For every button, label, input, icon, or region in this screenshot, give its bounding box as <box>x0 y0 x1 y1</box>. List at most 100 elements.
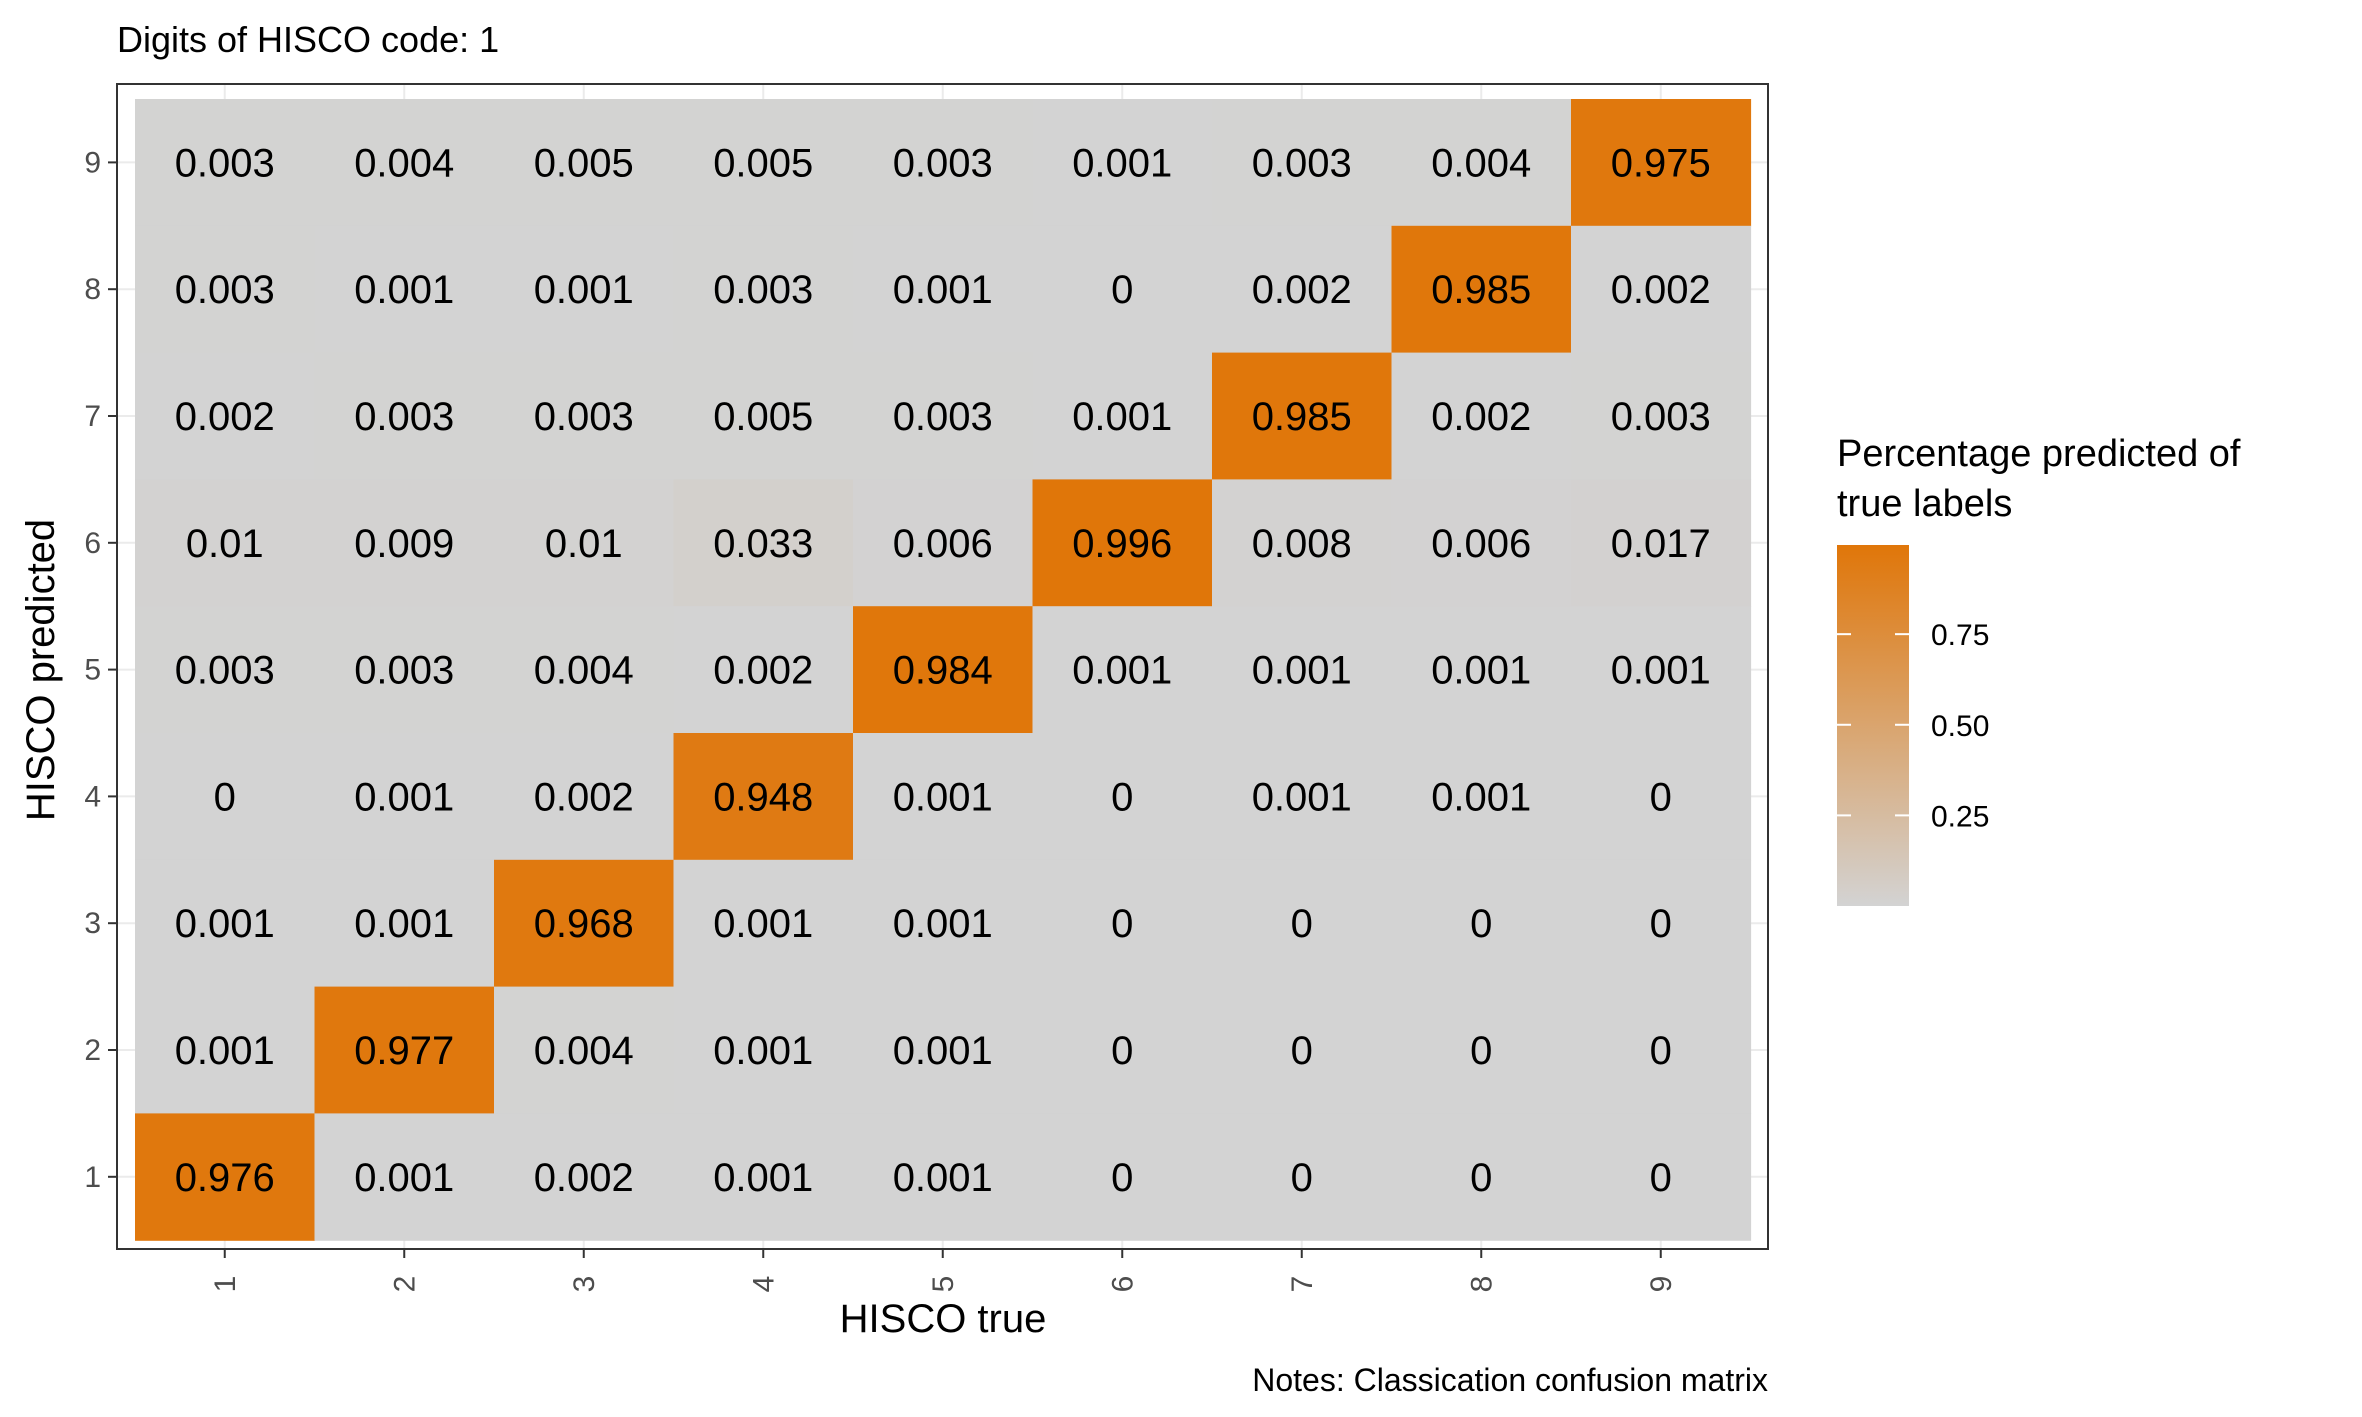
heatmap-cell <box>673 859 854 988</box>
cell-value-label: 0.005 <box>534 141 634 185</box>
heatmap-cell <box>1212 859 1393 988</box>
cell-value-label: 0.001 <box>175 1029 275 1073</box>
cell-value-label: 0.996 <box>1072 522 1172 566</box>
cell-value-label: 0 <box>1111 902 1133 946</box>
cell-value-label: 0 <box>1470 1029 1492 1073</box>
heatmap-cell <box>853 1113 1034 1241</box>
cell-value-label: 0.004 <box>354 141 454 185</box>
heatmap-cell <box>314 99 495 227</box>
cell-value-label: 0.001 <box>1252 649 1352 693</box>
cell-value-label: 0 <box>1470 902 1492 946</box>
heatmap-cell <box>314 606 495 734</box>
heatmap-cell <box>673 986 854 1114</box>
legend-tick-label: 0.25 <box>1931 800 1989 833</box>
cell-value-label: 0 <box>1111 1156 1133 1200</box>
cell-value-label: 0 <box>1111 775 1133 819</box>
heatmap-cell <box>1391 99 1572 227</box>
heatmap-cell <box>1571 606 1752 734</box>
cell-value-label: 0.001 <box>354 1156 454 1200</box>
cell-value-label: 0.01 <box>186 522 264 566</box>
y-tick-label: 6 <box>84 527 101 560</box>
x-tick-label: 2 <box>388 1276 421 1293</box>
heatmap-cell <box>1391 606 1572 734</box>
legend-ticks: 0.25 0.50 0.75 <box>1837 619 1989 833</box>
heatmap-cell <box>853 479 1034 607</box>
cell-value-label: 0.001 <box>1252 775 1352 819</box>
cell-value-label: 0.004 <box>1431 141 1531 185</box>
heatmap-cell <box>1212 479 1393 607</box>
cell-value-label: 0.01 <box>545 522 623 566</box>
x-tick-label: 1 <box>209 1276 242 1293</box>
cell-value-label: 0.017 <box>1611 522 1711 566</box>
heatmap-cell <box>1391 479 1572 607</box>
heatmap-cell <box>135 225 316 354</box>
heatmap-cell <box>494 733 675 861</box>
cell-value-label: 0.001 <box>1611 649 1711 693</box>
cell-value-label: 0.005 <box>713 395 813 439</box>
heatmap-cell <box>1032 99 1213 227</box>
heatmap-cell <box>494 606 675 734</box>
cell-value-label: 0.004 <box>534 649 634 693</box>
heatmap-cell <box>1032 859 1213 988</box>
cell-value-label: 0 <box>1291 1156 1313 1200</box>
y-tick-label: 8 <box>84 273 101 306</box>
cell-value-label: 0.003 <box>175 141 275 185</box>
cell-value-label: 0.001 <box>713 1029 813 1073</box>
cell-value-label: 0 <box>1650 902 1672 946</box>
cell-value-label: 0.002 <box>175 395 275 439</box>
heatmap-cell <box>853 606 1034 734</box>
cell-value-label: 0.985 <box>1431 268 1531 312</box>
cell-value-label: 0.003 <box>175 268 275 312</box>
y-axis-title: HISCO predicted <box>19 519 63 821</box>
cell-value-label: 0.001 <box>175 902 275 946</box>
legend-title-line-1: Percentage predicted of <box>1837 433 2241 475</box>
heatmap-cell <box>135 1113 316 1241</box>
cell-value-label: 0.003 <box>534 395 634 439</box>
heatmap-cell <box>1391 859 1572 988</box>
heatmap-cell <box>1571 986 1752 1114</box>
cell-value-label: 0.004 <box>534 1029 634 1073</box>
heatmap-cell <box>1571 859 1752 988</box>
cell-value-label: 0.003 <box>354 649 454 693</box>
x-tick-label: 6 <box>1106 1276 1139 1293</box>
x-tick-label: 3 <box>568 1276 601 1293</box>
heatmap-cell <box>135 986 316 1114</box>
cell-value-label: 0 <box>1470 1156 1492 1200</box>
cell-value-label: 0.005 <box>713 141 813 185</box>
heatmap-cell <box>314 352 495 480</box>
heatmap-cell <box>494 986 675 1114</box>
chart-caption: Notes: Classication confusion matrix <box>1252 1362 1768 1398</box>
heatmap-cell <box>494 99 675 227</box>
cell-value-label: 0.001 <box>713 902 813 946</box>
cell-value-label: 0.001 <box>713 1156 813 1200</box>
heatmap-cell <box>1212 352 1393 480</box>
chart-title: Digits of HISCO code: 1 <box>117 19 499 60</box>
heatmap-cell <box>853 99 1034 227</box>
cell-value-label: 0.003 <box>1252 141 1352 185</box>
legend-title-line-2: true labels <box>1837 483 2012 525</box>
legend-tick-label: 0.75 <box>1931 619 1989 652</box>
cell-value-label: 0 <box>214 775 236 819</box>
heatmap-cell <box>1212 99 1393 227</box>
heatmap-cell <box>673 1113 854 1241</box>
cell-value-label: 0.002 <box>534 1156 634 1200</box>
heatmap-cell <box>1571 479 1752 607</box>
x-tick-label: 4 <box>747 1276 780 1293</box>
cell-value-label: 0.003 <box>175 649 275 693</box>
cell-value-label: 0.003 <box>1611 395 1711 439</box>
x-axis: 1 2 3 4 5 6 7 8 9 <box>209 1249 1678 1292</box>
heatmap-cell <box>135 859 316 988</box>
cell-value-label: 0.008 <box>1252 522 1352 566</box>
y-tick-label: 1 <box>84 1161 101 1194</box>
heatmap-cells <box>135 99 1752 1241</box>
heatmap-cell <box>1032 986 1213 1114</box>
y-tick-label: 4 <box>84 780 101 813</box>
x-tick-label: 5 <box>927 1276 960 1293</box>
heatmap-cell <box>1212 606 1393 734</box>
heatmap-cell <box>1571 733 1752 861</box>
heatmap-cell <box>1212 225 1393 354</box>
cell-value-label: 0.975 <box>1611 141 1711 185</box>
heatmap-cell <box>314 986 495 1114</box>
heatmap-cell <box>135 479 316 607</box>
